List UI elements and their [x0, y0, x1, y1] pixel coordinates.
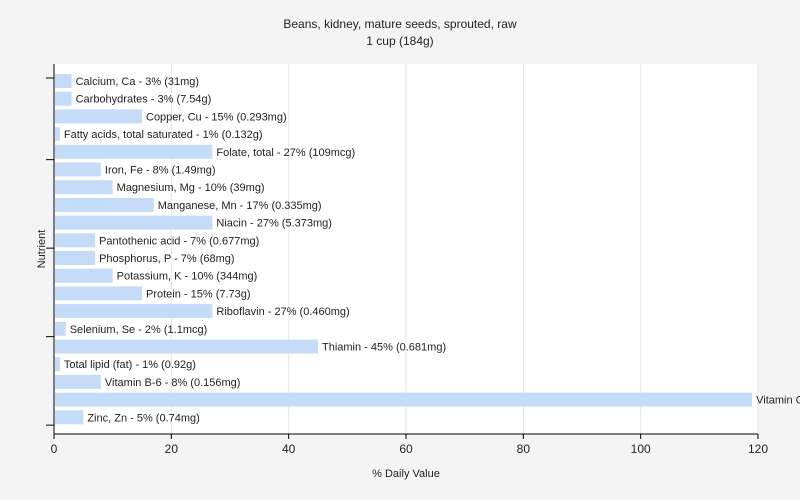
x-tick-label: 0 — [51, 442, 58, 456]
bar — [55, 268, 113, 283]
bar — [55, 374, 101, 389]
bar — [55, 357, 60, 372]
x-tick-label: 40 — [282, 442, 296, 456]
bar-label: Calcium, Ca - 3% (31mg) — [76, 76, 199, 88]
x-tick-label: 20 — [165, 442, 179, 456]
bar-label: Thiamin - 45% (0.681mg) — [322, 342, 446, 354]
bar — [55, 339, 318, 354]
bar — [55, 410, 84, 425]
bar-label: Magnesium, Mg - 10% (39mg) — [117, 182, 265, 194]
bar — [55, 74, 72, 88]
bar-label: Fatty acids, total saturated - 1% (0.132… — [64, 129, 263, 141]
bar — [55, 321, 66, 336]
bar — [55, 127, 60, 142]
bar-label: Zinc, Zn - 5% (0.74mg) — [87, 412, 199, 424]
bar — [55, 215, 213, 230]
x-tick-label: 120 — [748, 442, 768, 456]
bar — [55, 233, 96, 248]
axes: 0 20 40 60 80 100 120 — [46, 64, 768, 456]
bars: Calcium, Ca - 3% (31mg) Carbohydrates - 3… — [55, 74, 800, 425]
bar-label: Vitamin B-6 - 8% (0.156mg) — [105, 377, 241, 389]
x-tick-label: 100 — [631, 442, 651, 456]
x-axis-label: % Daily Value — [372, 468, 440, 480]
bar-label: Copper, Cu - 15% (0.293mg) — [146, 111, 287, 123]
bar-label: Carbohydrates - 3% (7.54g) — [76, 94, 212, 106]
bar-label: Phosphorus, P - 7% (68mg) — [99, 253, 235, 265]
grid-lines — [170, 64, 759, 434]
bar — [55, 91, 72, 106]
bar — [55, 286, 142, 301]
x-tick-label: 80 — [517, 442, 531, 456]
bar-label: Potassium, K - 10% (344mg) — [117, 271, 258, 283]
bar — [55, 109, 142, 124]
bar-label: Vitamin C, total ascorbic acid - 119% (7… — [756, 395, 800, 407]
bar — [55, 144, 213, 159]
bar-label: Manganese, Mn - 17% (0.335mg) — [158, 200, 322, 212]
chart-title: Beans, kidney, mature seeds, sprouted, r… — [283, 17, 517, 31]
bar-label: Total lipid (fat) - 1% (0.92g) — [64, 359, 196, 371]
bar-label: Folate, total - 27% (109mcg) — [216, 147, 355, 159]
bar-label: Niacin - 27% (5.373mg) — [216, 218, 332, 230]
chart-subtitle: 1 cup (184g) — [366, 34, 433, 48]
bar — [55, 251, 96, 265]
bar-label: Iron, Fe - 8% (1.49mg) — [105, 165, 216, 177]
bar-label: Protein - 15% (7.73g) — [146, 288, 251, 300]
bar — [55, 180, 113, 195]
bar-label: Riboflavin - 27% (0.460mg) — [216, 306, 349, 318]
bar — [55, 162, 101, 177]
x-tick-label: 60 — [399, 442, 413, 456]
bar — [55, 197, 154, 212]
bar-label: Selenium, Se - 2% (1.1mcg) — [70, 324, 208, 336]
bar — [55, 392, 753, 407]
y-axis-label: Nutrient — [36, 230, 48, 269]
bar — [55, 304, 213, 319]
bar-label: Pantothenic acid - 7% (0.677mg) — [99, 235, 259, 247]
